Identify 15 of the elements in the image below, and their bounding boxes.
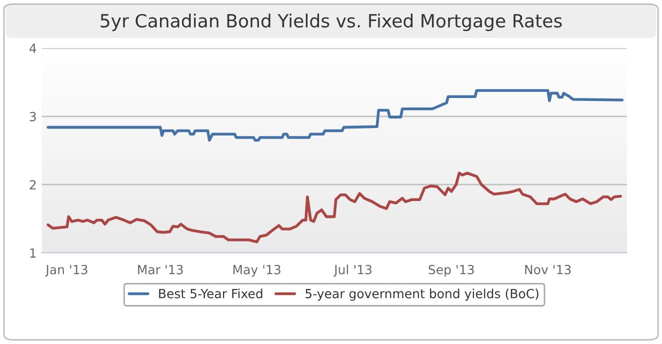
chart-title: 5yr Canadian Bond Yields vs. Fixed Mortgage Rates	[100, 14, 562, 32]
y-tick-label: 3	[30, 112, 36, 122]
x-tick-label: Sep '13	[428, 264, 474, 277]
legend-label: Best 5-Year Fixed	[159, 288, 262, 298]
legend-label: 5-year government bond yields (BoC)	[306, 288, 538, 301]
x-tick-label: Nov '13	[525, 264, 571, 274]
line-series	[46, 89, 624, 142]
y-tick-label: 4	[30, 44, 36, 53]
x-tick-label: May '13	[233, 264, 280, 277]
x-tick-label: Jan '13	[45, 264, 88, 277]
x-tick-label: Mar '13	[138, 264, 183, 274]
x-tick-label: Jul '13	[333, 264, 372, 277]
line-series	[46, 172, 622, 244]
y-tick-label: 1	[30, 248, 36, 258]
y-tick-label: 2	[30, 180, 36, 190]
